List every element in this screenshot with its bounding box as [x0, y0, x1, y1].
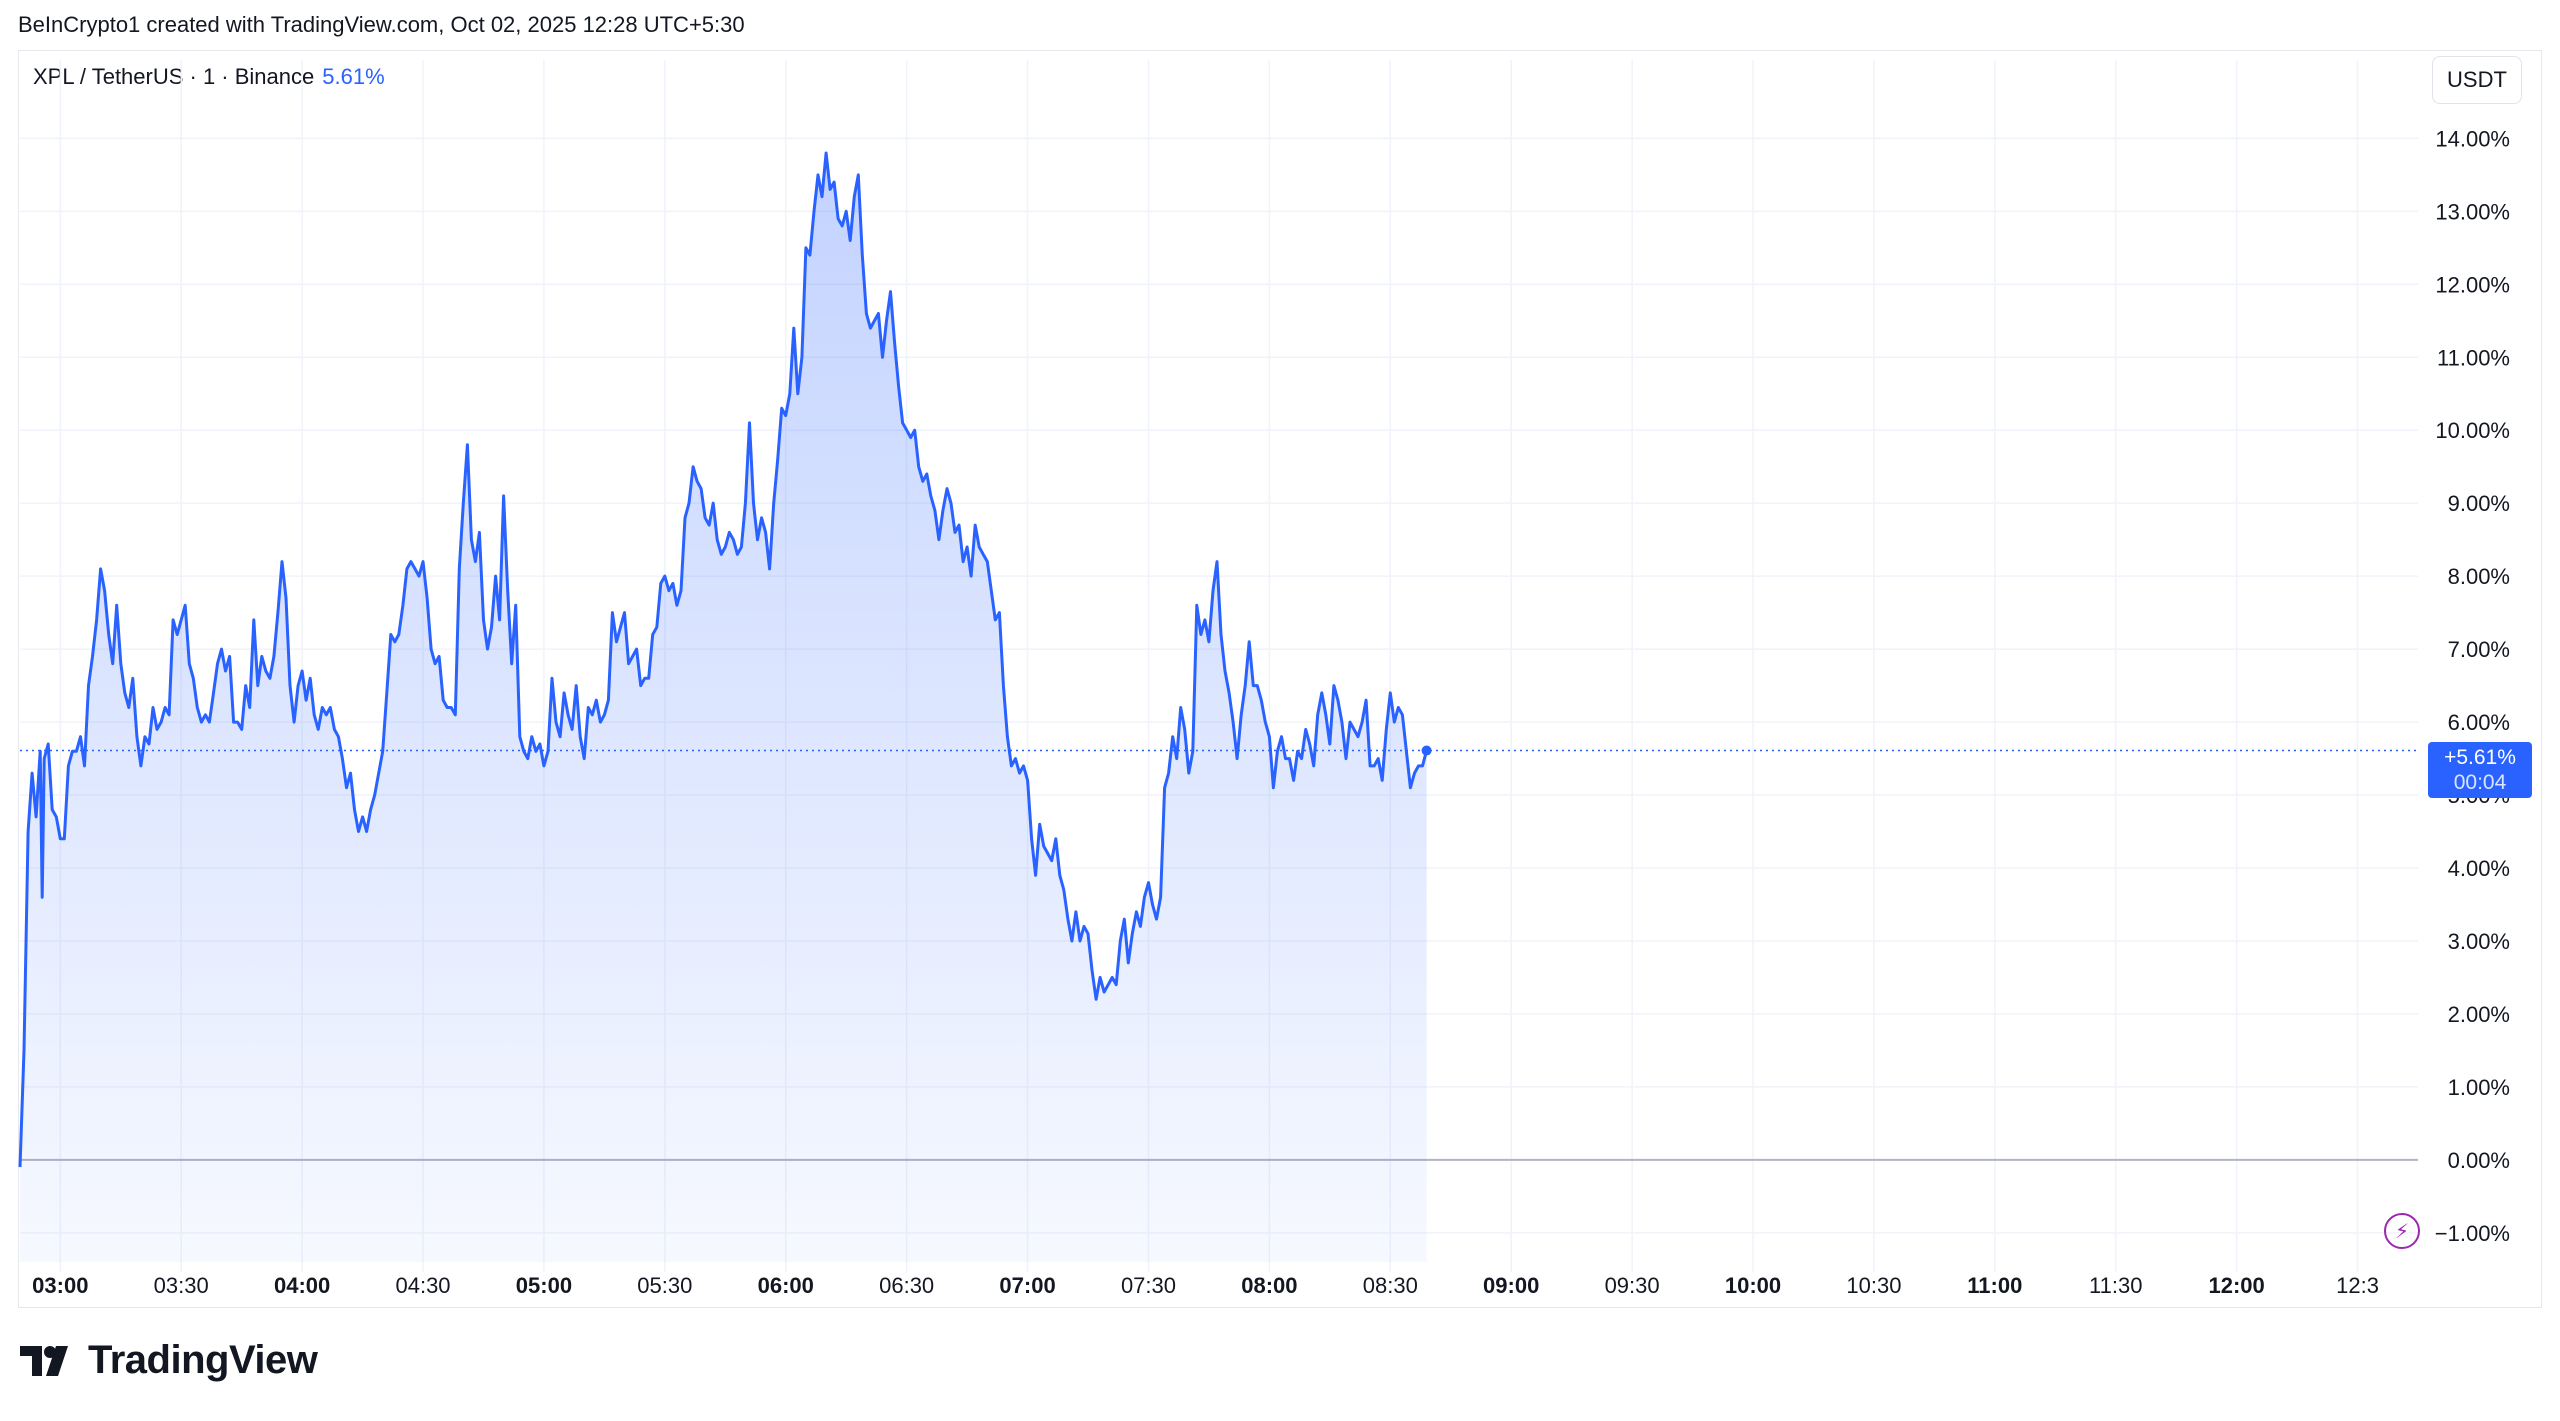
y-tick-label: 4.00% [2448, 856, 2510, 881]
y-tick-label: 13.00% [2435, 199, 2510, 224]
tradingview-wordmark: TradingView [88, 1338, 318, 1382]
x-tick-label: 08:00 [1241, 1273, 1297, 1298]
x-tick-label: 10:00 [1725, 1273, 1781, 1298]
x-tick-label: 04:00 [274, 1273, 330, 1298]
symbol-name: XPL / TetherUS · 1 · Binance [33, 64, 315, 89]
x-tick-label: 05:30 [637, 1273, 692, 1298]
x-tick-label: 06:30 [879, 1273, 934, 1298]
y-tick-label: 9.00% [2448, 491, 2510, 516]
price-badge-countdown: 00:04 [2453, 771, 2507, 794]
x-tick-label: 09:30 [1605, 1273, 1660, 1298]
y-tick-label: 14.00% [2435, 126, 2510, 151]
y-tick-label: 11.00% [2437, 345, 2510, 370]
y-tick-label: 12.00% [2435, 272, 2510, 297]
lightning-icon[interactable]: ⚡ [2384, 1213, 2420, 1249]
y-tick-label: −1.00% [2435, 1221, 2510, 1246]
x-tick-label: 08:30 [1363, 1273, 1418, 1298]
x-tick-label: 04:30 [395, 1273, 450, 1298]
x-tick-label: 11:30 [2089, 1273, 2142, 1298]
series-area-fill [20, 153, 1427, 1262]
y-tick-label: 1.00% [2448, 1075, 2510, 1100]
x-tick-label: 10:30 [1846, 1273, 1901, 1298]
y-tick-label: 8.00% [2448, 564, 2510, 589]
x-tick-label: 03:00 [32, 1273, 88, 1298]
attribution-text: BeInCrypto1 created with TradingView.com… [18, 12, 745, 37]
x-tick-label: 06:00 [758, 1273, 814, 1298]
y-tick-label: 7.00% [2448, 637, 2510, 662]
x-tick-label: 11:00 [1967, 1273, 2022, 1298]
x-tick-label: 09:00 [1483, 1273, 1539, 1298]
y-tick-label: 10.00% [2435, 418, 2510, 443]
last-point-marker [1421, 745, 1432, 756]
y-tick-label: 6.00% [2448, 710, 2510, 735]
x-tick-label: 12:3 [2336, 1273, 2379, 1298]
chart-frame [18, 50, 2542, 1308]
y-tick-label: 3.00% [2448, 929, 2510, 954]
currency-button[interactable]: USDT [2432, 56, 2522, 104]
x-tick-label: 07:00 [999, 1273, 1055, 1298]
x-tick-label: 12:00 [2208, 1273, 2264, 1298]
series-line [18, 151, 1429, 1168]
x-tick-label: 07:30 [1121, 1273, 1176, 1298]
x-tick-label: 05:00 [516, 1273, 572, 1298]
price-badge: +5.61% 00:04 [2428, 742, 2532, 798]
symbol-legend[interactable]: XPL / TetherUS · 1 · Binance 5.61% [33, 64, 385, 90]
tradingview-logo[interactable]: TradingView [20, 1338, 318, 1383]
y-tick-label: 0.00% [2448, 1148, 2510, 1173]
symbol-change: 5.61% [322, 64, 385, 89]
x-tick-label: 03:30 [154, 1273, 209, 1298]
tradingview-logo-icon [20, 1345, 68, 1376]
y-tick-label: 2.00% [2448, 1002, 2510, 1027]
price-badge-value: +5.61% [2444, 746, 2516, 769]
